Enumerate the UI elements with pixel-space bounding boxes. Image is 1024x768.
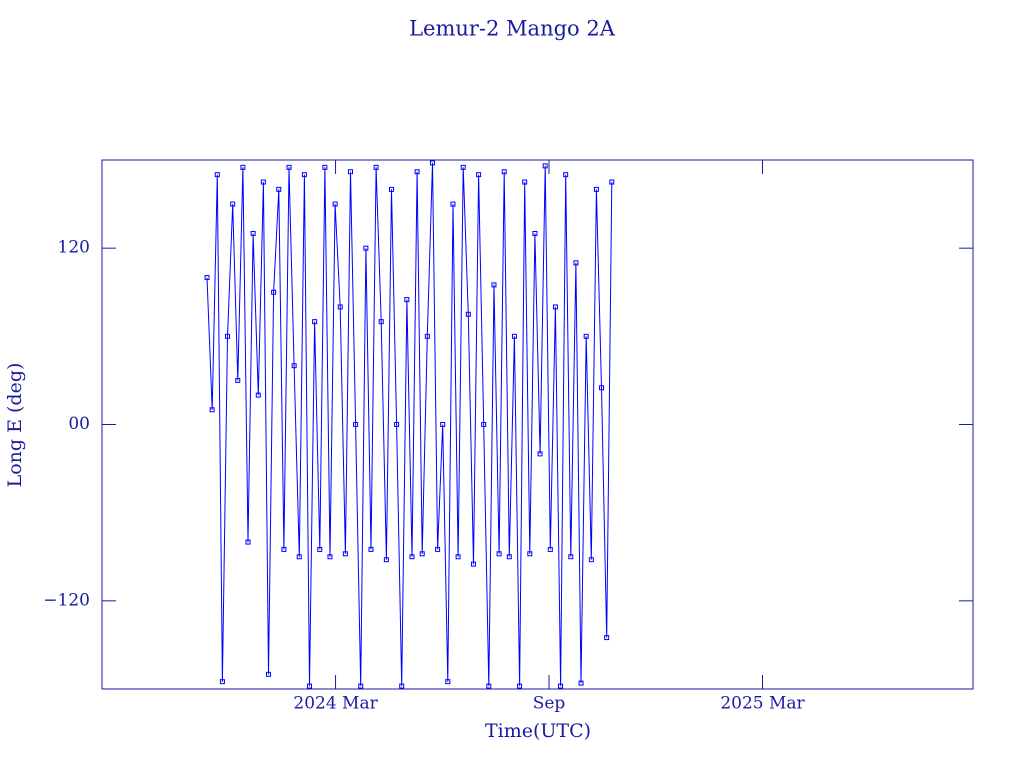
series-line <box>206 162 613 687</box>
point <box>491 282 497 288</box>
point <box>537 451 543 457</box>
point <box>552 304 558 310</box>
point <box>296 554 302 560</box>
point <box>347 169 353 175</box>
chart-title: Lemur-2 Mango 2A <box>409 17 616 41</box>
point <box>271 289 277 295</box>
point <box>230 201 236 207</box>
point <box>368 546 374 552</box>
point <box>506 554 512 560</box>
y-tick-label: −120 <box>43 590 90 610</box>
point <box>558 683 564 689</box>
point <box>429 160 435 166</box>
point <box>404 297 410 303</box>
point <box>394 422 400 427</box>
point <box>250 230 256 236</box>
x-tick-label: 2024 Mar <box>293 694 378 714</box>
point <box>409 554 415 560</box>
x-axis-title: Time(UTC) <box>485 720 591 742</box>
point <box>255 392 261 398</box>
point <box>342 551 348 557</box>
point <box>276 186 282 192</box>
point <box>260 179 266 185</box>
point <box>604 635 610 641</box>
point <box>578 680 584 686</box>
point <box>301 172 307 178</box>
point <box>450 201 456 207</box>
point <box>419 551 425 557</box>
point <box>435 546 441 552</box>
point <box>317 546 323 552</box>
point <box>593 186 599 192</box>
point <box>440 422 446 427</box>
point <box>470 561 476 567</box>
point <box>517 683 523 689</box>
point <box>214 172 220 178</box>
point <box>573 260 579 266</box>
point <box>312 319 318 325</box>
y-tick-label: 120 <box>58 238 90 258</box>
plot-frame <box>101 159 974 690</box>
point <box>599 385 605 391</box>
point <box>547 546 553 552</box>
point <box>245 539 251 545</box>
point <box>522 179 528 185</box>
point <box>373 164 379 170</box>
point <box>332 201 338 207</box>
point <box>281 546 287 552</box>
point <box>476 172 482 178</box>
point <box>542 163 548 169</box>
point <box>527 551 533 557</box>
point <box>486 683 492 689</box>
point <box>337 304 343 310</box>
point <box>424 333 430 339</box>
point <box>496 551 502 557</box>
point <box>583 333 589 339</box>
point <box>481 422 487 427</box>
point <box>358 683 364 689</box>
point <box>388 186 394 192</box>
point <box>609 179 615 185</box>
x-tick-label: Sep <box>533 694 566 714</box>
point <box>307 683 313 689</box>
point <box>414 169 420 175</box>
point <box>235 377 241 383</box>
y-tick-label: 00 <box>68 414 90 434</box>
point <box>563 172 569 178</box>
point <box>225 333 231 339</box>
point <box>465 311 471 317</box>
point <box>322 164 328 170</box>
y-axis-title: Long E (deg) <box>4 363 26 488</box>
point <box>266 671 272 677</box>
point <box>209 407 215 413</box>
point <box>383 557 389 563</box>
point <box>445 679 451 685</box>
point <box>286 164 292 170</box>
point <box>511 333 517 339</box>
point <box>363 245 369 251</box>
point <box>204 275 210 281</box>
point <box>327 554 333 560</box>
point <box>460 164 466 170</box>
point <box>399 683 405 689</box>
point <box>568 554 574 560</box>
point <box>455 554 461 560</box>
point <box>291 363 297 369</box>
point <box>532 230 538 236</box>
point <box>588 557 594 563</box>
point <box>501 169 507 175</box>
point <box>378 319 384 325</box>
x-tick-label: 2025 Mar <box>720 694 805 714</box>
point <box>353 422 359 427</box>
point <box>219 679 225 685</box>
point <box>240 164 246 170</box>
